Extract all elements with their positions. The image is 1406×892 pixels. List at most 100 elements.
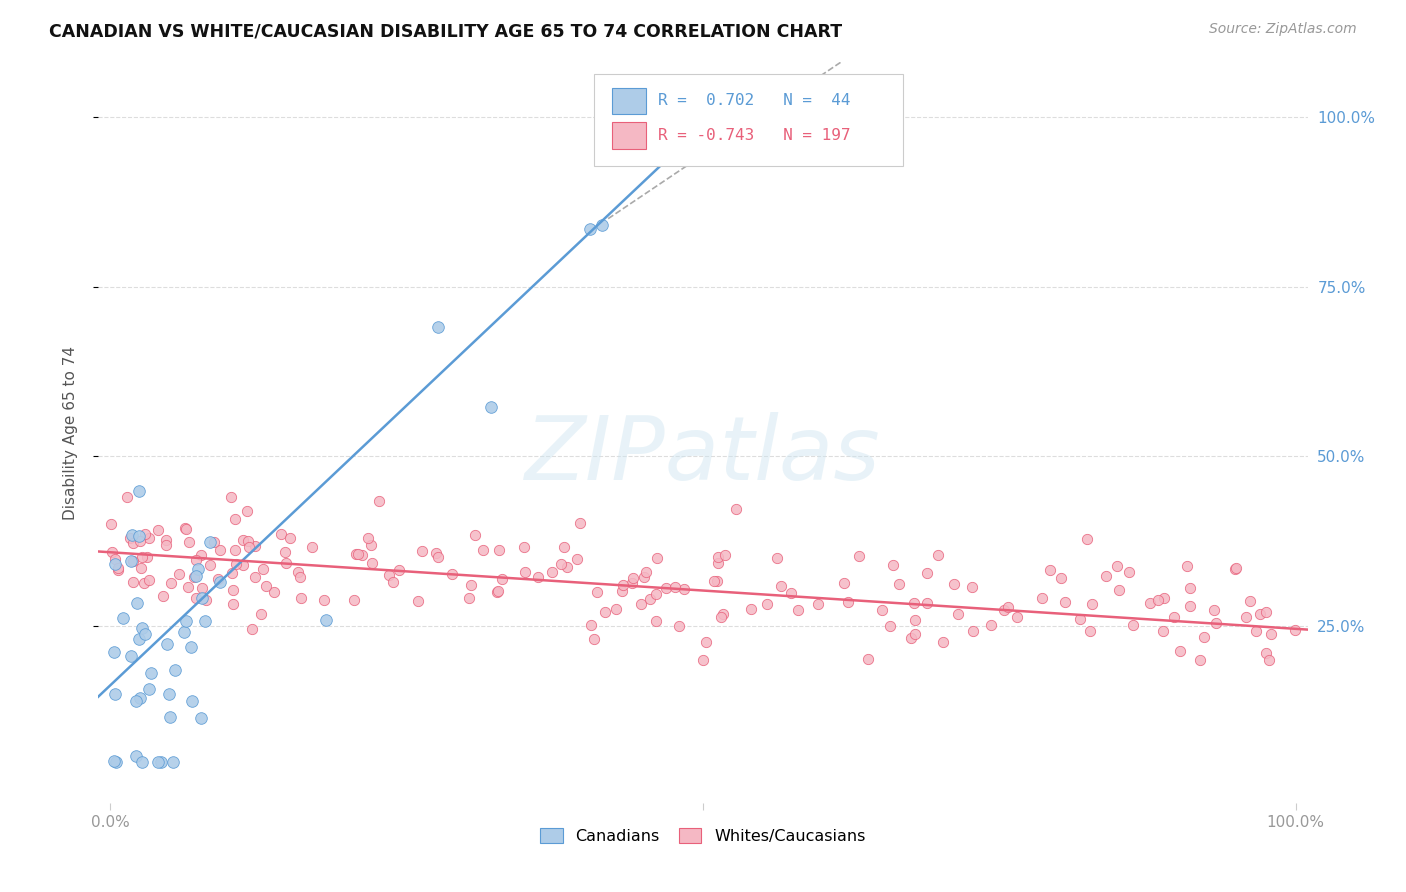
Point — [553, 541, 575, 555]
Text: ZIPatlas: ZIPatlas — [526, 412, 880, 498]
Point — [208, 543, 231, 558]
Point — [138, 681, 160, 696]
Point — [579, 222, 602, 236]
Point — [1081, 597, 1104, 611]
Point — [1050, 571, 1073, 585]
Point — [882, 558, 904, 573]
Point — [104, 688, 127, 702]
Point — [125, 749, 148, 764]
Text: R = -0.743   N = 197: R = -0.743 N = 197 — [658, 128, 851, 144]
Y-axis label: Disability Age 65 to 74: Disability Age 65 to 74 — [63, 345, 77, 520]
Point — [486, 583, 509, 598]
Point — [1152, 624, 1174, 639]
Point — [633, 570, 655, 584]
Point — [274, 556, 297, 570]
Point — [1249, 607, 1271, 622]
Point — [287, 565, 309, 579]
Point — [225, 557, 247, 571]
Point — [103, 755, 125, 769]
Point — [232, 533, 254, 548]
Point — [159, 687, 181, 701]
Point — [148, 524, 170, 538]
Point — [236, 503, 259, 517]
Point — [254, 579, 277, 593]
Point — [787, 602, 810, 616]
Point — [187, 562, 209, 576]
Point — [1031, 591, 1053, 606]
Point — [117, 490, 139, 504]
Point — [848, 549, 870, 564]
Point — [240, 622, 263, 636]
Point — [138, 574, 160, 588]
Point — [131, 549, 153, 564]
Point — [1069, 611, 1091, 625]
Point — [645, 615, 668, 629]
FancyBboxPatch shape — [595, 73, 903, 166]
Point — [155, 533, 177, 547]
Point — [630, 597, 652, 611]
Point — [411, 544, 433, 558]
Point — [128, 632, 150, 646]
Point — [120, 648, 142, 663]
Point — [1178, 599, 1201, 613]
Point — [280, 531, 302, 545]
Point — [207, 572, 229, 586]
Point — [1175, 558, 1198, 573]
Point — [1256, 646, 1278, 660]
Point — [344, 547, 367, 561]
Point — [703, 574, 725, 589]
Point — [780, 586, 803, 600]
Point — [460, 578, 482, 592]
Point — [128, 691, 150, 706]
Point — [581, 618, 603, 632]
Point — [191, 591, 214, 605]
Point — [111, 611, 134, 625]
Point — [221, 566, 243, 581]
Point — [350, 548, 373, 562]
Point — [122, 575, 145, 590]
Point — [243, 570, 266, 584]
Point — [710, 610, 733, 624]
Point — [176, 522, 198, 536]
Point — [134, 627, 156, 641]
Point — [186, 553, 208, 567]
Point — [190, 549, 212, 563]
Point — [1239, 594, 1261, 608]
Point — [610, 584, 633, 599]
Point — [769, 579, 792, 593]
Point — [706, 574, 728, 588]
Point — [347, 548, 370, 562]
Point — [167, 567, 190, 582]
Point — [138, 531, 160, 545]
Point — [586, 585, 609, 599]
FancyBboxPatch shape — [613, 87, 647, 114]
Point — [900, 632, 922, 646]
Point — [270, 527, 292, 541]
Point — [183, 569, 205, 583]
Point — [131, 755, 153, 769]
Point — [427, 549, 450, 564]
Point — [129, 534, 152, 549]
Point — [668, 619, 690, 633]
Point — [288, 570, 311, 584]
Point — [125, 694, 148, 708]
Point — [194, 614, 217, 628]
Point — [582, 632, 605, 646]
Point — [707, 556, 730, 570]
Point — [163, 663, 186, 677]
Point — [1202, 603, 1225, 617]
Point — [342, 593, 364, 607]
Point — [121, 527, 143, 541]
Point — [236, 533, 259, 548]
Point — [1180, 581, 1202, 595]
Point — [263, 585, 285, 599]
Point — [136, 550, 159, 565]
Point — [856, 652, 879, 666]
Point — [224, 543, 246, 558]
Point — [107, 561, 129, 575]
Point — [441, 567, 464, 582]
Point — [149, 755, 172, 769]
Point — [191, 581, 214, 595]
Point — [457, 591, 479, 605]
Point — [219, 490, 242, 504]
